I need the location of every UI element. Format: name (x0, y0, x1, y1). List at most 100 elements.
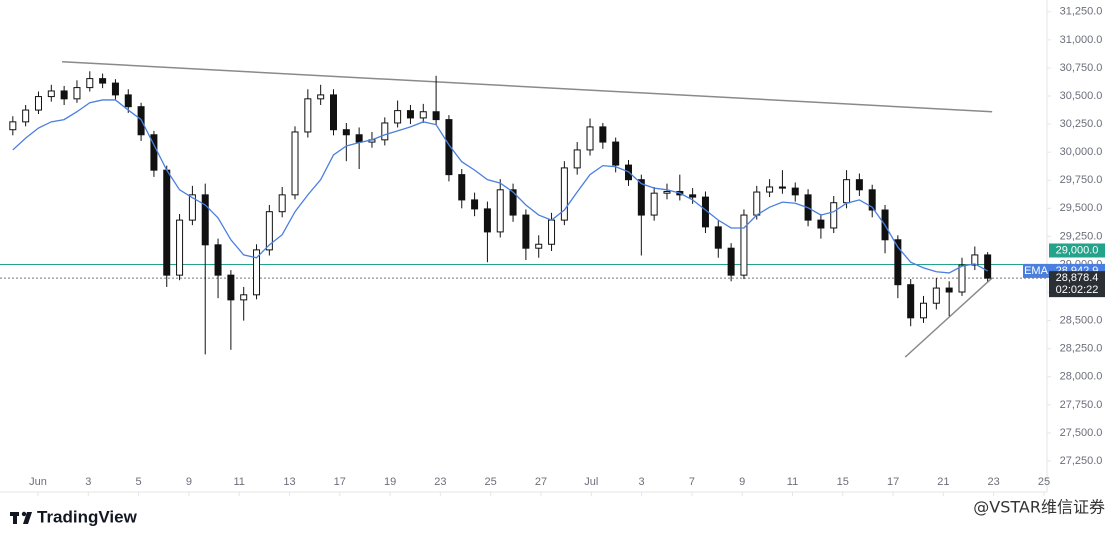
watermark: @VSTAR维信证券 (973, 498, 1105, 517)
hline-label: 29,000.0 (1056, 244, 1099, 256)
candle-body (509, 189, 517, 216)
candle-body (458, 174, 466, 201)
candle-body (753, 191, 761, 216)
y-tick-label: 27,500.0 (1060, 427, 1103, 439)
plot-area (0, 61, 1047, 358)
x-tick-label: 11 (233, 476, 244, 488)
x-tick-label: 9 (186, 476, 192, 488)
candle-body (291, 131, 299, 196)
candle-body (689, 194, 697, 198)
candle-body (740, 214, 748, 276)
candle-body (920, 302, 928, 319)
candle-body (253, 249, 261, 296)
candle-body (535, 243, 543, 249)
y-tick-label: 27,250.0 (1060, 455, 1103, 467)
candle-body (86, 78, 94, 89)
x-tick-label: 17 (334, 476, 346, 488)
candle-body (612, 141, 620, 166)
logo-mark (13, 512, 17, 524)
x-tick-label: 9 (739, 476, 745, 488)
candle-body (265, 211, 273, 251)
candle-body (432, 111, 440, 121)
x-tick-label: Jun (29, 476, 47, 488)
last-price-tag (1049, 271, 1105, 298)
candle-body (599, 126, 607, 143)
candle-body (99, 78, 107, 84)
candle-body (111, 82, 119, 96)
y-tick-label: 31,000.0 (1060, 34, 1103, 46)
trendline (904, 277, 993, 358)
candle-body (47, 90, 55, 98)
candle-body (240, 294, 248, 301)
x-tick-label: 15 (837, 476, 849, 488)
candle-body (22, 109, 30, 123)
ema-name-tag (1023, 263, 1049, 278)
y-tick-label: 30,250.0 (1060, 118, 1103, 130)
candle-body (445, 119, 453, 176)
candle-body (176, 219, 184, 276)
candle-body (73, 87, 81, 100)
x-tick-label: 3 (85, 476, 91, 488)
y-tick-label: 28,500.0 (1060, 315, 1103, 327)
x-tick-label: 23 (434, 476, 446, 488)
candle-body (471, 199, 479, 210)
logo (10, 511, 32, 524)
candle-body (201, 194, 209, 246)
logo-mark (23, 512, 32, 524)
candle-body (984, 254, 992, 279)
ema-name: EMA (1024, 265, 1049, 277)
candle-body (9, 121, 17, 131)
y-tick-label: 30,750.0 (1060, 62, 1103, 74)
candle-body (817, 219, 825, 229)
x-tick-label: 7 (689, 476, 695, 488)
last-price-label: 28,878.4 (1056, 272, 1099, 284)
candle-body (522, 214, 530, 249)
candle-body (329, 94, 337, 131)
y-tick-label: 29,500.0 (1060, 202, 1103, 214)
candle-body (548, 219, 556, 245)
candle-body (868, 189, 876, 211)
candle-body (766, 186, 774, 193)
candle-body (214, 244, 222, 276)
brand: TradingView (37, 507, 138, 526)
candle-body (907, 284, 915, 319)
candle-body (496, 189, 504, 233)
candle-body (278, 194, 286, 213)
candle-body (406, 110, 414, 119)
candle-body (560, 167, 568, 221)
candle-body (150, 134, 158, 171)
y-tick-label: 30,000.0 (1060, 146, 1103, 158)
y-tick-label: 27,750.0 (1060, 399, 1103, 411)
candle-body (727, 247, 735, 276)
x-tick-label: 17 (887, 476, 899, 488)
y-tick-label: 30,500.0 (1060, 90, 1103, 102)
candle-body (778, 186, 786, 189)
x-tick-label: Jul (584, 476, 598, 488)
candle-body (650, 192, 658, 216)
candle-body (381, 122, 389, 141)
candle-body (958, 264, 966, 293)
candle-body (163, 169, 171, 276)
candle-body (894, 239, 902, 286)
y-tick-label: 29,250.0 (1060, 230, 1103, 242)
y-tick-label: 29,750.0 (1060, 174, 1103, 186)
candle-body (227, 274, 235, 301)
candle-body (971, 254, 979, 266)
y-tick-label: 31,250.0 (1060, 6, 1103, 18)
candle-body (34, 96, 42, 111)
candle-body (60, 90, 68, 100)
x-tick-label: 13 (283, 476, 295, 488)
y-tick-label: 28,000.0 (1060, 371, 1103, 383)
candle-body (791, 187, 799, 196)
candle-body (663, 190, 671, 194)
candle-body (419, 111, 427, 119)
y-tick-label: 28,250.0 (1060, 343, 1103, 355)
candle-body (394, 110, 402, 124)
candle-body (342, 129, 350, 136)
x-tick-label: 5 (136, 476, 142, 488)
x-tick-label: 25 (485, 476, 497, 488)
candle-body (483, 208, 491, 233)
x-tick-label: 27 (535, 476, 547, 488)
